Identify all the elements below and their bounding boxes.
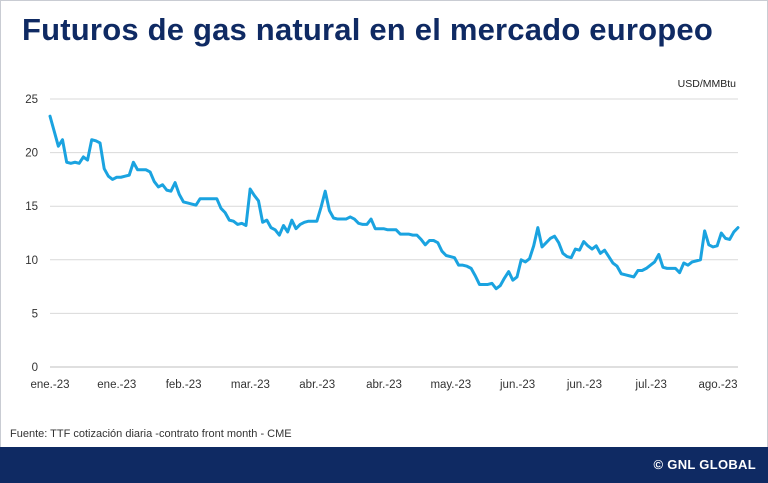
x-tick-label: jun.-23: [566, 379, 602, 391]
y-axis-unit-label: USD/MMBtu: [677, 78, 736, 90]
gridlines: [50, 98, 738, 314]
series-layer: [48, 114, 740, 291]
x-tick-label: feb.-23: [166, 379, 202, 391]
x-tick-label: mar.-23: [231, 379, 270, 391]
y-tick-label: 25: [25, 94, 38, 106]
y-tick-label: 0: [32, 362, 38, 374]
x-tick-label: ene.-23: [97, 379, 136, 391]
footer-bar: © GNL GLOBAL: [0, 447, 768, 483]
x-tick-label: jun.-23: [499, 379, 535, 391]
source-note: Fuente: TTF cotización diaria -contrato …: [10, 428, 292, 440]
x-tick-label: may.-23: [430, 379, 471, 391]
y-tick-label: 10: [25, 255, 38, 267]
x-tick-label: ago.-23: [698, 379, 737, 391]
y-tick-label: 5: [32, 308, 38, 320]
x-tick-label: jul.-23: [635, 379, 667, 391]
series-line-0: [48, 114, 740, 291]
y-tick-label: 15: [25, 201, 38, 213]
x-tick-label: abr.-23: [366, 379, 402, 391]
brand-logo-text: © GNL GLOBAL: [653, 457, 756, 472]
x-tick-label: ene.-23: [30, 379, 69, 391]
y-tick-label: 20: [25, 148, 38, 160]
chart-title: Futuros de gas natural en el mercado eur…: [22, 12, 713, 47]
x-tick-label: abr.-23: [299, 379, 335, 391]
axes: 0 5 10 15 20 25 ene.-23 ene.-23 feb.-23 mar.-23 ab…: [25, 94, 738, 391]
